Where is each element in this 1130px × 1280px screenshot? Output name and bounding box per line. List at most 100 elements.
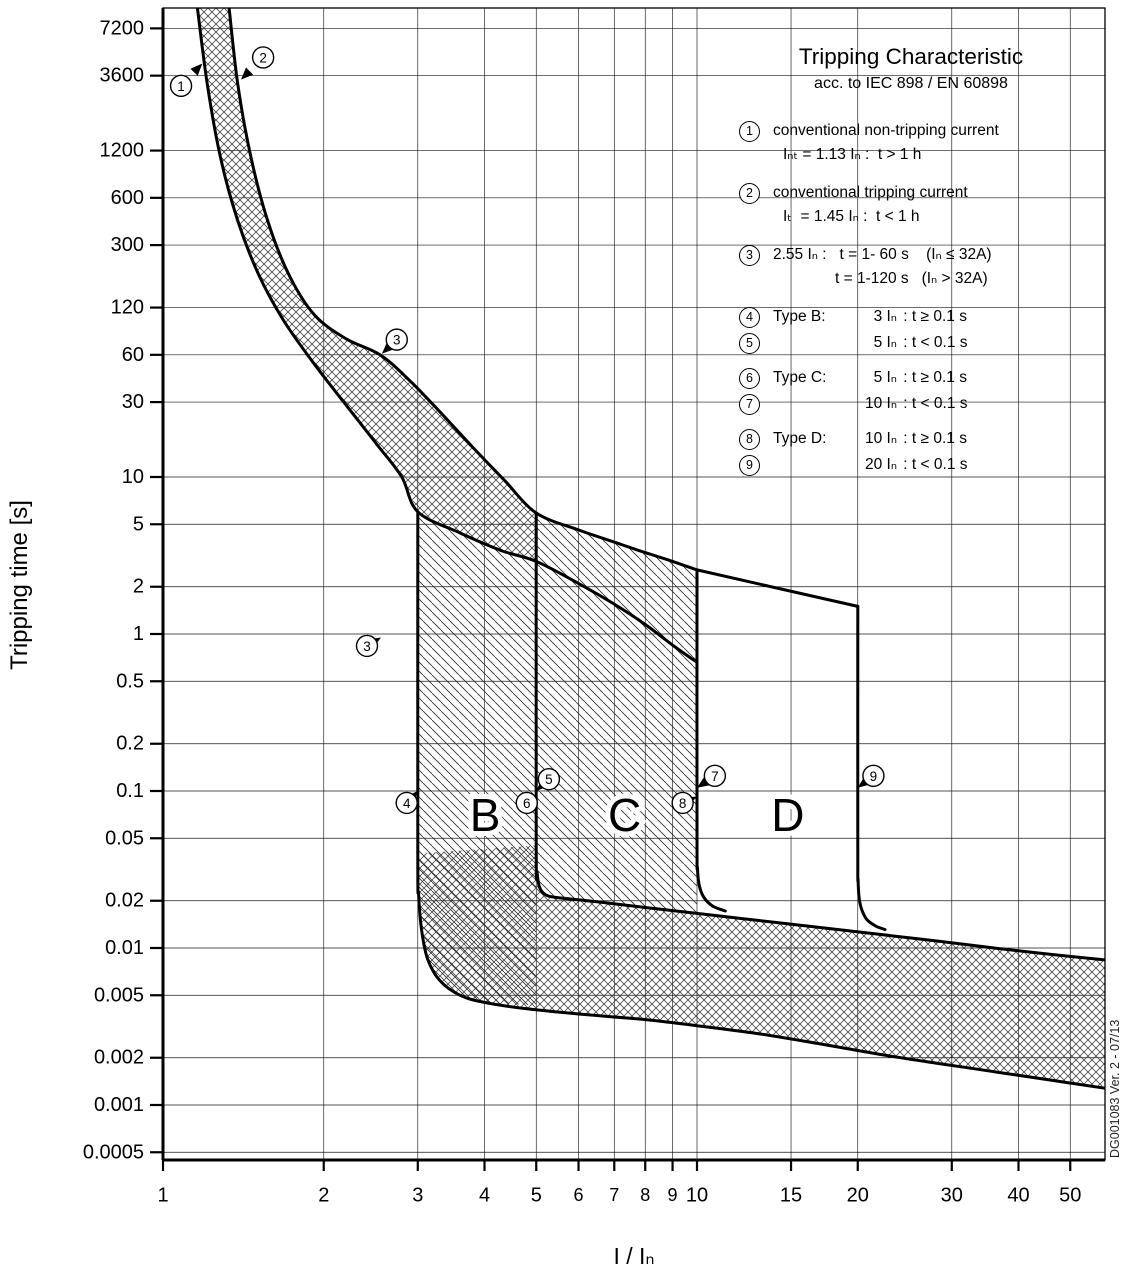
y-tick-label: 0.05 [105,827,144,849]
callout-pointer [381,341,395,354]
y-tick-label: 60 [122,344,144,366]
legend-text: conventional non-tripping current Iₙₜ = 1… [773,119,999,167]
y-tick-label: 0.01 [105,937,144,959]
x-tick-label: 15 [780,1185,802,1207]
curve-upper-tripping-limit [227,8,699,572]
legend-time-condition: : t ≥ 0.1 s [899,369,967,386]
x-tick-label: 7 [609,1185,619,1205]
curve-type-c-magnetic-lower [534,511,1105,962]
legend-number-badge: 9 [739,455,760,476]
x-axis-title: I / Iₙ [613,1243,655,1269]
legend-entry: 7 10 Iₙ : t < 0.1 s [739,392,1089,416]
legend-description: conventional non-tripping current [773,122,999,139]
callout-pointer [697,776,710,788]
chart-legend: Tripping Characteristic acc. to IEC 898 … [733,44,1089,479]
callout-number: 8 [679,796,687,811]
x-tick-label: 20 [847,1185,869,1207]
legend-text: 2.55 Iₙ : t = 1- 60 s (Iₙ ≤ 32A) t = 1-12… [773,243,992,291]
legend-description: 2.55 Iₙ : t = 1- 60 s (Iₙ ≤ 32A) [773,246,992,263]
x-tick-label: 6 [574,1185,584,1205]
legend-current-value: 10 Iₙ [864,395,897,412]
legend-entry: 8 Type D: 10 Iₙ : t ≥ 0.1 s [739,427,1089,451]
callout-number: 2 [259,50,267,65]
y-tick-label: 300 [111,234,144,256]
x-tick-label: 1 [157,1185,168,1207]
legend-description: conventional tripping current [773,184,968,201]
callout-number: 4 [403,796,411,811]
legend-number-badge: 8 [739,429,760,450]
legend-type-label: Type C: [773,369,827,386]
curve-type-b-magnetic-lower [416,510,1105,1090]
legend-number-badge: 7 [739,394,760,415]
legend-number-badge: 3 [739,245,760,266]
x-tick-label: 40 [1007,1185,1029,1207]
callout-number: 1 [177,79,185,94]
y-tick-label: 3600 [100,65,145,87]
y-tick-label: 120 [111,297,144,319]
plot-frame [161,7,1106,1162]
y-tick-label: 1200 [100,140,145,162]
y-tick-label: 0.002 [94,1047,144,1069]
region-label-D: D [771,789,804,841]
legend-subtitle: acc. to IEC 898 / EN 60898 [814,75,1008,92]
legend-entry: 6 Type C: 5 Iₙ : t ≥ 0.1 s [739,366,1089,390]
callout-number-circle [671,791,694,815]
x-tick-label: 50 [1059,1185,1081,1207]
callout-number-circle [537,767,561,791]
legend-number-badge: 2 [739,183,760,204]
legend-time-condition: : t < 0.1 s [899,334,968,351]
region-label-C: C [608,789,641,841]
region-instantaneous-band [417,845,1105,1089]
legend-entry: 9 20 Iₙ : t < 0.1 s [739,453,1089,477]
y-tick-label: 10 [122,466,144,488]
legend-current-value: 5 Iₙ [873,369,897,386]
legend-entry: 1 conventional non-tripping current Iₙₜ = … [739,119,1089,167]
legend-number-badge: 6 [739,368,760,389]
callout-number: 6 [523,796,531,811]
region-letters: B C D [465,784,810,846]
x-tick-label: 5 [531,1185,542,1207]
x-tick-label: 2 [318,1185,329,1207]
y-tick-label: 0.001 [94,1094,144,1116]
curve-type-d-magnetic-right [856,604,887,932]
callout-number: 7 [711,769,719,784]
region-label-B: B [470,789,501,841]
legend-type-label: Type B: [773,308,826,325]
legend-current-value: 5 Iₙ [873,334,897,351]
legend-entries: 1 conventional non-tripping current Iₙₜ = … [733,119,1089,477]
callout-number-circle [395,791,418,815]
callout-number: 9 [870,769,878,784]
y-tick-label: 600 [111,187,144,209]
legend-entry: 5 5 Iₙ : t < 0.1 s [739,331,1089,355]
x-tick-label: 3 [412,1185,423,1207]
legend-number-badge: 4 [739,307,760,328]
y-tick-label: 7200 [100,17,145,39]
legend-formula: Iₜ = 1.45 Iₙ : t < 1 h [783,208,920,225]
callout-number-circle [251,46,275,69]
legend-current-value: 20 Iₙ [864,456,897,473]
callout-number: 5 [545,772,553,787]
legend-text: conventional tripping current Iₜ = 1.45 I… [773,181,968,229]
y-tick-label: 0.005 [94,984,144,1006]
x-tick-label: 8 [640,1185,650,1205]
callout-number: 3 [363,639,371,654]
legend-time-condition: : t ≥ 0.1 s [899,430,967,447]
legend-entry: 3 2.55 Iₙ : t = 1- 60 s (Iₙ ≤ 32A) t = 1-1… [739,243,1089,291]
y-tick-label: 0.5 [116,670,144,692]
legend-number-badge: 1 [739,121,760,142]
y-tick-label: 2 [133,576,144,598]
region-thermal-band [197,8,537,562]
region-type-c-band [536,513,697,914]
legend-number-badge: 5 [739,333,760,354]
x-tick-label: 9 [668,1185,678,1205]
y-tick-label: 0.2 [116,733,144,755]
legend-time-condition: : t < 0.1 s [899,456,968,473]
legend-type-label: Type D: [773,430,827,447]
legend-entry: 2 conventional tripping current Iₜ = 1.45 … [739,181,1089,229]
y-tick-label: 0.0005 [83,1141,144,1163]
callout-number-circle [703,764,727,787]
curve-type-d-upper-limit [695,568,860,608]
legend-current-value: 3 Iₙ [873,308,897,325]
